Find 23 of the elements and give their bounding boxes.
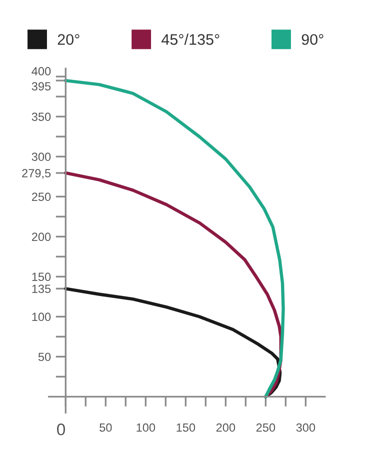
x-tick-label: 250 <box>256 423 276 432</box>
x-tick-label: 200 <box>216 423 236 432</box>
x-tick-label: 150 <box>176 423 196 432</box>
y-tick-label: 400 <box>32 67 51 76</box>
y-tick-label: 279,5 <box>22 169 51 179</box>
y-tick-label: 150 <box>32 272 51 282</box>
legend-label: 45°/135° <box>162 34 220 45</box>
x-tick-label: 100 <box>136 423 156 432</box>
x-tick-label: 50 <box>100 423 112 432</box>
y-tick-label: 250 <box>32 192 51 201</box>
y-tick-label: 300 <box>32 152 51 161</box>
legend-label: 90° <box>302 34 324 45</box>
x-tick-label: 300 <box>296 423 316 432</box>
y-tick-label: 200 <box>32 232 51 242</box>
y-tick-label: 100 <box>32 312 51 322</box>
y-tick-label: 395 <box>32 82 51 91</box>
x-tick-label: 0 <box>57 424 66 436</box>
y-tick-label: 135 <box>32 284 51 294</box>
line-series <box>64 78 285 398</box>
legend-label: 20° <box>58 34 80 45</box>
line-series <box>64 287 282 398</box>
y-tick-label: 350 <box>32 112 51 121</box>
y-tick-label: 50 <box>38 352 51 362</box>
